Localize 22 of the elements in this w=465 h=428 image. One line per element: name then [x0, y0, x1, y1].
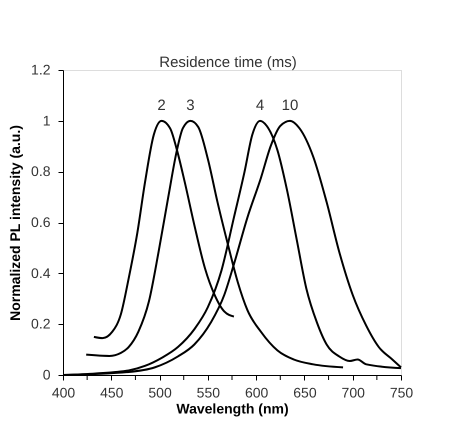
series-label: 4	[256, 96, 264, 114]
series-label: 3	[186, 96, 195, 114]
legend-title: Residence time (ms)	[159, 54, 297, 71]
x-tick-label: 450	[100, 384, 124, 400]
x-tick-label: 400	[52, 384, 76, 400]
x-tick-label: 600	[244, 384, 269, 400]
y-tick-label: 0.8	[31, 163, 51, 180]
y-tick-label: 0.4	[31, 264, 51, 281]
x-tick-label: 500	[148, 384, 172, 400]
x-tick-label: 700	[342, 384, 366, 400]
x-axis-title: Wavelength (nm)	[176, 400, 289, 416]
y-tick-label: 0	[42, 366, 51, 382]
y-tick-label: 1.2	[31, 62, 51, 78]
y-tick-label: 1	[42, 112, 51, 128]
x-tick-label: 650	[293, 384, 317, 400]
series-label: 2	[157, 96, 166, 114]
series-label: 10	[282, 96, 298, 114]
y-axis-title: Normalized PL intensity (a.u.)	[7, 125, 24, 321]
y-tick-label: 0.2	[31, 316, 51, 332]
x-tick-label: 750	[390, 384, 414, 400]
x-tick-label: 550	[196, 384, 220, 400]
y-tick-label: 0.6	[31, 214, 51, 230]
